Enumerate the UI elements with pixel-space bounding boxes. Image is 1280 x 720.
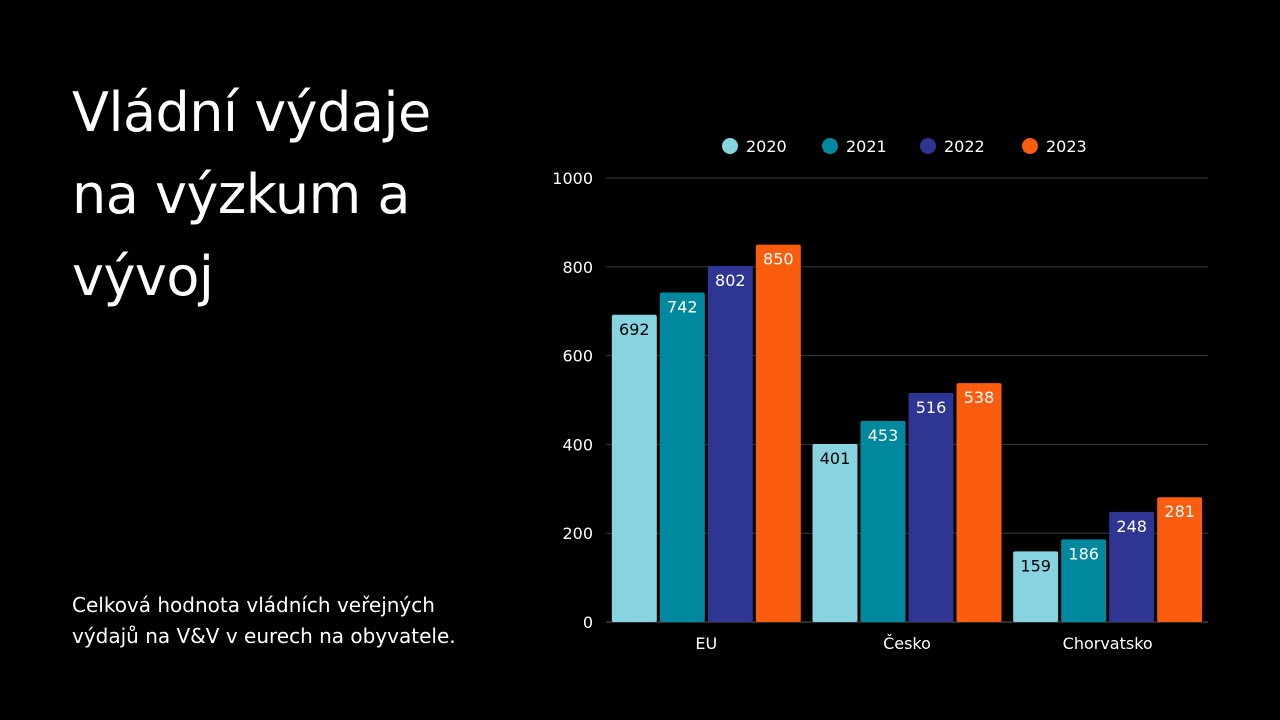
legend-swatch [920, 138, 936, 154]
bar [908, 392, 954, 622]
bar [1109, 511, 1155, 622]
y-axis-ticks: 0 200 400 600 800 1000 [552, 169, 593, 632]
data-label: 401 [820, 449, 851, 468]
data-label: 802 [715, 271, 746, 290]
bar [1157, 497, 1203, 622]
bar [812, 443, 858, 622]
bar [755, 244, 801, 622]
bar [1013, 551, 1059, 622]
legend-label: 2020 [746, 137, 787, 156]
bar [1061, 539, 1107, 622]
legend-swatch [722, 138, 738, 154]
legend-label: 2021 [846, 137, 887, 156]
slide-caption: Celková hodnota vládních veřejných výdaj… [72, 590, 532, 652]
legend-label: 2023 [1046, 137, 1087, 156]
slide-caption-line: výdajů na V&V v eurech na obyvatele. [72, 624, 456, 648]
data-labels: 692 742 802 850 401 453 516 538 159 186 248 281 [619, 250, 1195, 576]
data-label: 850 [763, 250, 794, 269]
data-label: 159 [1020, 556, 1051, 575]
bar [707, 265, 753, 622]
x-tick-label: Česko [883, 634, 931, 653]
y-tick-label: 800 [562, 258, 593, 277]
y-tick-label: 600 [562, 347, 593, 366]
data-label: 186 [1068, 544, 1099, 563]
legend-swatch [822, 138, 838, 154]
bar [659, 292, 705, 622]
y-tick-label: 200 [562, 524, 593, 543]
x-tick-label: Chorvatsko [1063, 634, 1153, 653]
data-label: 538 [964, 388, 995, 407]
x-tick-label: EU [695, 634, 717, 653]
y-tick-label: 0 [583, 613, 593, 632]
legend-swatch [1022, 138, 1038, 154]
gridlines [606, 177, 1208, 623]
data-label: 453 [868, 426, 899, 445]
bars [611, 244, 1203, 622]
bar [956, 383, 1002, 622]
y-tick-label: 400 [562, 435, 593, 454]
bar-chart: 0 200 400 600 800 1000 692 742 802 850 401 453 516 5… [540, 120, 1240, 680]
y-tick-label: 1000 [552, 169, 593, 188]
data-label: 281 [1164, 502, 1195, 521]
bar-chart-svg: 0 200 400 600 800 1000 692 742 802 850 401 453 516 5… [552, 137, 1208, 653]
data-label: 516 [916, 398, 947, 417]
x-axis-ticks: EU Česko Chorvatsko [695, 634, 1152, 653]
slide-title-line: vývoj [72, 245, 214, 308]
slide-title-line: na výzkum a [72, 163, 410, 226]
legend-label: 2022 [944, 137, 985, 156]
slide-title-line: Vládní výdaje [72, 81, 431, 144]
bar [860, 420, 906, 622]
data-label: 742 [667, 298, 698, 317]
data-label: 692 [619, 320, 650, 339]
slide-title: Vládní výdaje na výzkum a vývoj [72, 72, 532, 318]
bar [611, 314, 657, 622]
data-label: 248 [1116, 517, 1147, 536]
legend: 2020 2021 2022 2023 [722, 137, 1087, 156]
slide-caption-line: Celková hodnota vládních veřejných [72, 593, 435, 617]
